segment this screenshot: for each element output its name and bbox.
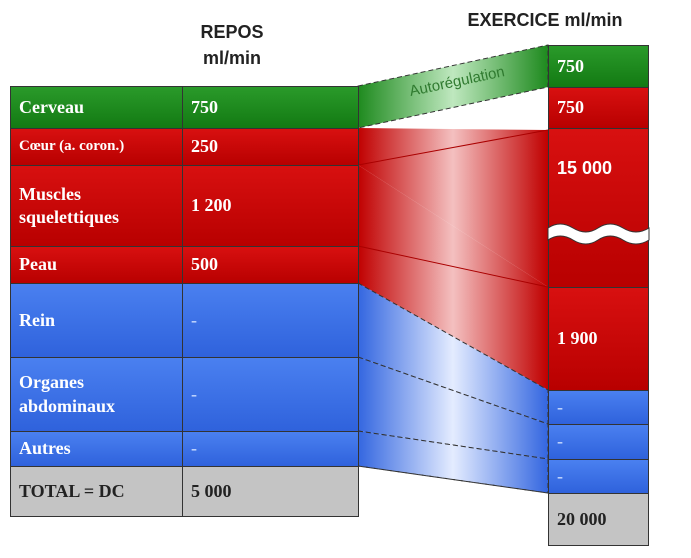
organ-cell: Peau xyxy=(10,246,183,284)
exercise-cell: 750 xyxy=(548,87,649,129)
flow-cell: - xyxy=(182,283,359,358)
flow-cell: 5 000 xyxy=(182,466,359,517)
exercise-cell: - xyxy=(548,459,649,494)
flow-cell: 750 xyxy=(182,86,359,129)
wave-break xyxy=(547,223,650,245)
rest-unit: ml/min xyxy=(202,48,261,68)
flow-cell: 1 200 xyxy=(182,165,359,247)
band-edge xyxy=(357,129,549,166)
exercise-title: EXERCICE ml/min xyxy=(467,10,623,30)
band-edge xyxy=(357,245,549,288)
red-band xyxy=(358,165,548,390)
flow-cell: - xyxy=(182,357,359,432)
flow-cell: 500 xyxy=(182,246,359,284)
red-band xyxy=(358,128,548,287)
exercise-cell: 15 000 xyxy=(548,128,649,288)
rest-title: REPOS xyxy=(200,22,264,42)
organ-cell: Autres xyxy=(10,431,183,467)
flow-cell: - xyxy=(182,431,359,467)
exercise-cell: 1 900 xyxy=(548,287,649,391)
organ-cell: Rein xyxy=(10,283,183,358)
exercise-cell: 750 xyxy=(548,45,649,88)
organ-cell: TOTAL = DC xyxy=(10,466,183,517)
organ-cell: Cœur (a. coron.) xyxy=(10,128,183,166)
exercise-cell: 20 000 xyxy=(548,493,649,546)
